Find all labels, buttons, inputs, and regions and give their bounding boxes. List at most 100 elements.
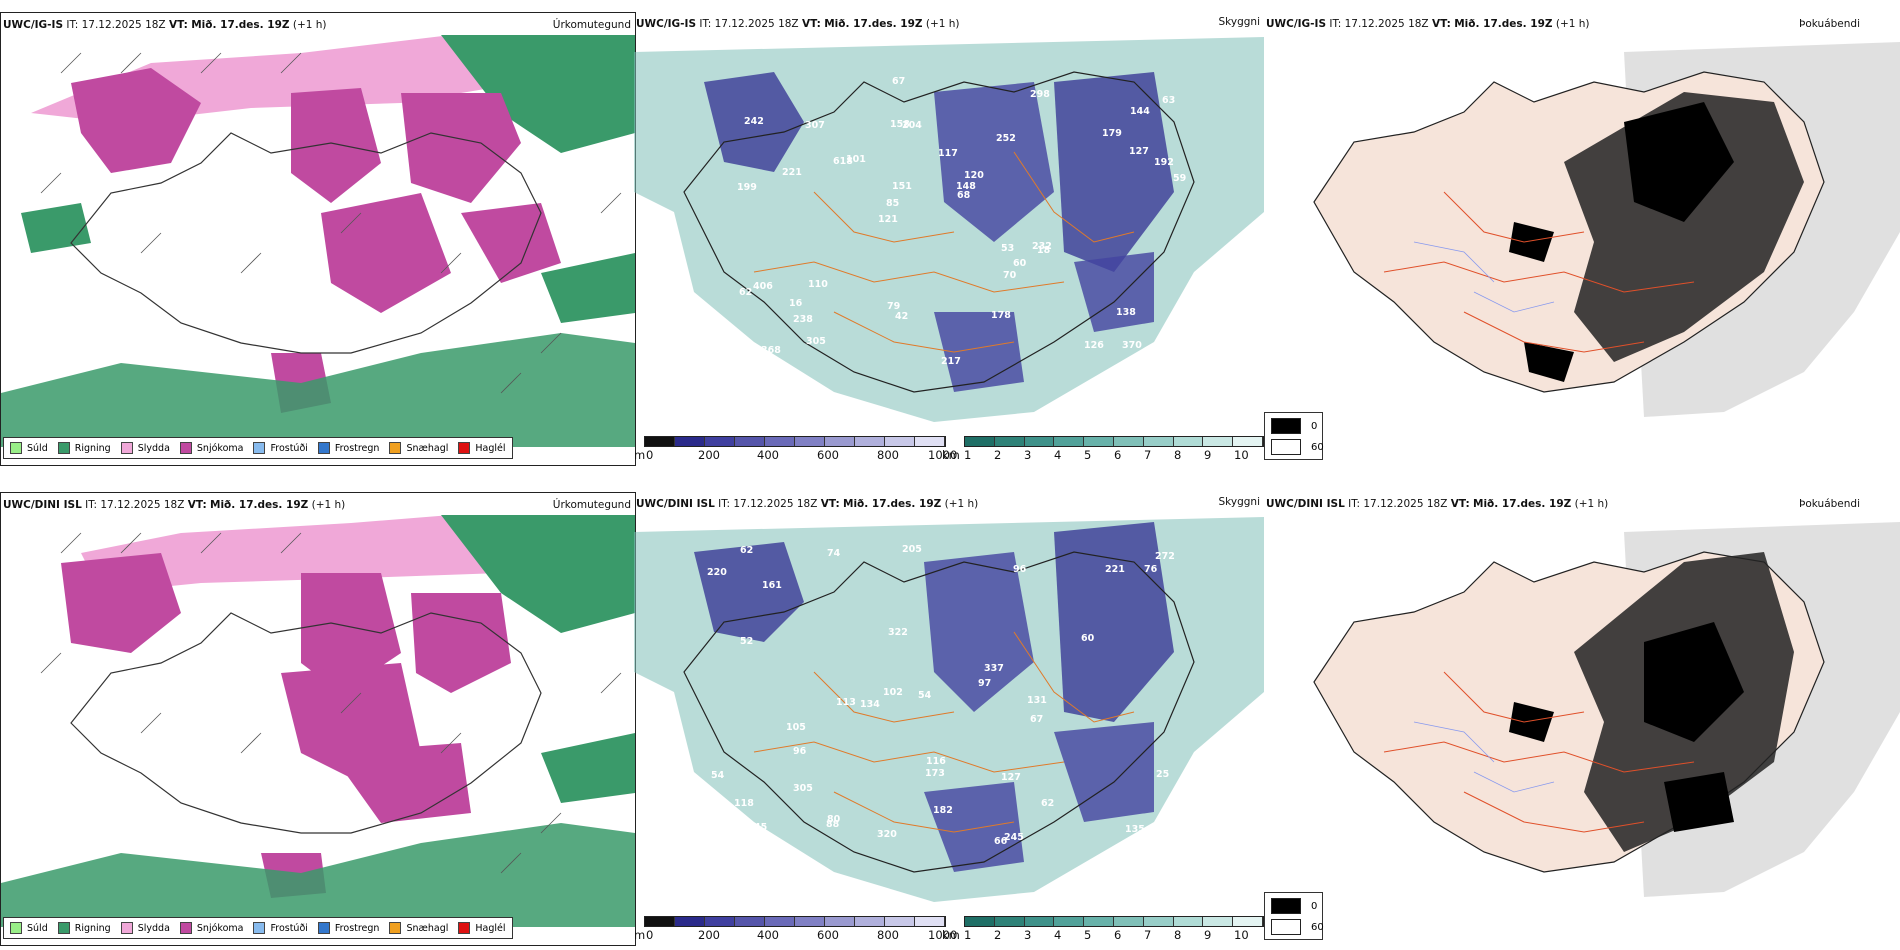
model-name: UWC/DINI ISL [636,498,715,510]
station-value: 385 [760,360,780,371]
station-value: 138 [1116,307,1136,318]
station-value: 220 [707,567,727,578]
station-value: 305 [806,336,826,347]
it-label: IT: [718,498,731,510]
station-value: 25 [1156,769,1169,780]
fog-label: 0 [1311,900,1318,912]
it-value: 17.12.2025 18Z [1363,498,1448,510]
visibility-tick: 9 [1204,928,1212,942]
row1-fog-panel: UWC/IG-IS IT: 17.12.2025 18Z VT: Mið. 17… [1264,12,1900,464]
row2-fog-header: UWC/DINI ISL IT: 17.12.2025 18Z VT: Mið.… [1266,498,1608,510]
vt-value: Mið. 17.des. 19Z [1473,498,1572,510]
legend-item: Slydda [120,442,170,454]
station-value: 298 [1030,89,1050,100]
vt-value: Mið. 17.des. 19Z [1454,18,1553,30]
station-value: 10 [718,327,732,338]
visibility-tick: 7 [1144,928,1152,942]
row2-precip-title: Úrkomutegund [552,499,631,511]
station-value: 68 [957,190,971,201]
visibility-tick: 10 [1234,928,1249,942]
station-value: 105 [786,722,806,733]
fog-swatch [1271,439,1301,455]
station-value: 60 [1013,258,1027,269]
station-value: 199 [737,182,757,193]
visibility-tick: 9 [1204,448,1212,462]
station-value: 96 [1013,564,1027,575]
station-value: 62 [739,287,752,298]
station-value: 161 [762,580,782,591]
legend-swatch [317,442,330,454]
row1-fog-legend: 0 60 [1264,412,1324,460]
station-value: 102 [883,687,903,698]
station-value: 618 [833,156,853,167]
legend-label: Snæhagl [406,922,449,934]
visibility-unit: km [942,448,960,462]
station-value: 134 [860,699,880,710]
station-value: 117 [938,148,958,159]
it-label: IT: [1329,18,1342,30]
station-value: 79 [887,301,900,312]
station-value: 131 [1027,695,1047,706]
it-label: IT: [699,18,712,30]
row1-fog-map [1313,42,1900,417]
legend-label: Frostregn [334,922,380,934]
row2-fog-title: Þokuábendi [1799,498,1860,510]
row1-precip-title: Úrkomutegund [552,19,631,31]
station-value: 120 [964,170,984,181]
legend-item: Slydda [120,922,170,934]
row2-fog-map [1313,522,1900,897]
legend-item: Snjókoma [179,442,244,454]
legend-swatch [120,922,133,934]
visibility-tick: 8 [1174,928,1182,942]
row2-fog-panel: UWC/DINI ISL IT: 17.12.2025 18Z VT: Mið.… [1264,492,1900,944]
legend-label: Snjókoma [196,442,244,454]
elevation-colorbar-bar [644,916,946,927]
station-value: 52 [740,636,753,647]
station-value: 88 [826,819,840,830]
legend-item: Rigning [57,922,111,934]
vt-value: Mið. 17.des. 19Z [843,498,942,510]
legend-swatch [389,922,402,934]
elevation-colorbar-bar [644,436,946,447]
legend-label: Frostregn [334,442,380,454]
station-value: 179 [1102,128,1122,139]
vt-value: Mið. 17.des. 19Z [824,18,923,30]
visibility-colorbar: km 1 2 3 4 5 6 7 8 9 10 [942,916,1264,944]
fog-label: 0 [1311,420,1318,432]
legend-swatch [179,922,192,934]
station-value: 148 [956,181,976,192]
station-value: 238 [793,314,813,325]
row2-precip-panel: UWC/DINI ISL IT: 17.12.2025 18Z VT: Mið.… [0,492,636,946]
vt-label: VT: [187,499,207,511]
station-value: 126 [1084,340,1104,351]
station-value: 320 [877,829,897,840]
it-value: 17.12.2025 18Z [1344,18,1429,30]
station-value: 127 [1001,772,1021,783]
legend-swatch [458,442,471,454]
it-value: 17.12.2025 18Z [733,498,818,510]
legend-swatch [253,442,266,454]
elevation-tick: 0 [646,928,654,942]
elevation-unit: m [634,448,646,462]
station-value: 217 [941,356,961,367]
station-value: 60 [1081,633,1095,644]
station-value: 76 [1144,564,1158,575]
precip-type-legend: Súld Rigning Slydda Snjókoma Frostúði Fr… [3,917,513,939]
model-name: UWC/IG-IS [1266,18,1327,30]
station-value: 272 [1155,551,1175,562]
station-value: 127 [1129,146,1149,157]
fog-label: 60 [1311,921,1324,933]
visibility-tick: 6 [1114,928,1122,942]
station-value: 110 [808,279,828,290]
elevation-tick: 400 [757,928,779,942]
visibility-tick: 4 [1054,448,1062,462]
legend-swatch [389,442,402,454]
station-value: 53 [1001,243,1014,254]
elevation-colorbar: m 0 200 400 600 800 1000 [634,916,957,944]
lead-time: (+1 h) [1574,498,1609,510]
legend-swatch [10,922,22,934]
station-value: 66 [994,836,1008,847]
row1-visibility-title: Skyggni [1218,16,1261,28]
vt-value: Mið. 17.des. 19Z [210,499,309,511]
legend-label: Slydda [137,922,170,934]
